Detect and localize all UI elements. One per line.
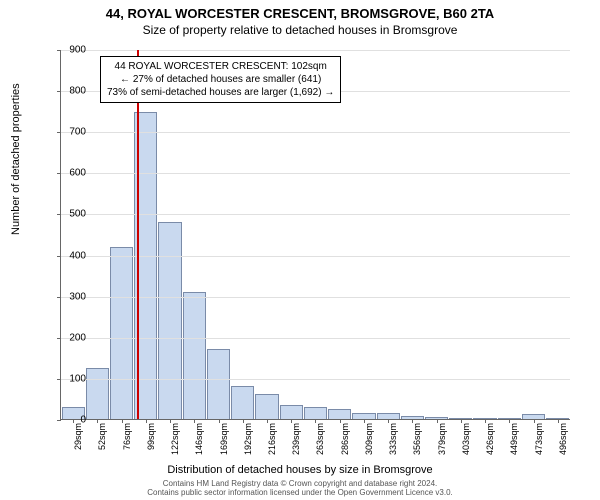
x-tick-label: 239sqm: [291, 423, 301, 455]
property-marker-line: [137, 50, 139, 419]
x-tick-label: 216sqm: [267, 423, 277, 455]
histogram-bar: [86, 368, 109, 419]
footer-line-1: Contains HM Land Registry data © Crown c…: [0, 479, 600, 489]
x-tick-label: 146sqm: [194, 423, 204, 455]
x-tick-label: 449sqm: [509, 423, 519, 455]
page-title: 44, ROYAL WORCESTER CRESCENT, BROMSGROVE…: [0, 6, 600, 21]
y-axis-label: Number of detached properties: [10, 83, 22, 235]
x-tick-label: 52sqm: [97, 423, 107, 450]
annotation-line-3: 73% of semi-detached houses are larger (…: [107, 86, 334, 99]
annotation-box: 44 ROYAL WORCESTER CRESCENT: 102sqm ← 27…: [100, 56, 341, 103]
y-tick-label: 200: [56, 332, 86, 343]
x-tick-label: 286sqm: [340, 423, 350, 455]
annotation-line-2: ← 27% of detached houses are smaller (64…: [107, 73, 334, 86]
histogram-bar: [207, 349, 230, 419]
footer-attribution: Contains HM Land Registry data © Crown c…: [0, 479, 600, 498]
x-tick-label: 426sqm: [485, 423, 495, 455]
y-tick-label: 100: [56, 373, 86, 384]
histogram-bar: [231, 386, 254, 419]
x-tick-label: 356sqm: [412, 423, 422, 455]
x-axis-label: Distribution of detached houses by size …: [0, 464, 600, 476]
x-tick-label: 263sqm: [315, 423, 325, 455]
histogram-chart: 29sqm52sqm76sqm99sqm122sqm146sqm169sqm19…: [60, 50, 570, 420]
page-subtitle: Size of property relative to detached ho…: [0, 23, 600, 37]
histogram-bar: [280, 405, 303, 419]
y-tick-label: 500: [56, 209, 86, 220]
x-tick-label: 29sqm: [73, 423, 83, 450]
x-tick-label: 496sqm: [558, 423, 568, 455]
x-tick-label: 99sqm: [146, 423, 156, 450]
x-tick-label: 309sqm: [364, 423, 374, 455]
x-tick-label: 169sqm: [219, 423, 229, 455]
y-tick-label: 0: [56, 415, 86, 426]
histogram-bar: [158, 222, 181, 419]
histogram-bar: [304, 407, 327, 419]
x-tick-label: 379sqm: [437, 423, 447, 455]
y-tick-label: 300: [56, 291, 86, 302]
y-tick-label: 800: [56, 86, 86, 97]
x-tick-label: 192sqm: [243, 423, 253, 455]
histogram-bar: [183, 292, 206, 419]
x-tick-label: 473sqm: [534, 423, 544, 455]
histogram-bar: [328, 409, 351, 419]
histogram-bar: [110, 247, 133, 419]
annotation-line-1: 44 ROYAL WORCESTER CRESCENT: 102sqm: [107, 60, 334, 73]
y-tick-label: 600: [56, 168, 86, 179]
histogram-bar: [255, 394, 278, 419]
y-tick-label: 900: [56, 45, 86, 56]
x-tick-label: 122sqm: [170, 423, 180, 455]
y-tick-label: 400: [56, 250, 86, 261]
x-tick-label: 403sqm: [461, 423, 471, 455]
x-tick-label: 333sqm: [388, 423, 398, 455]
x-tick-label: 76sqm: [122, 423, 132, 450]
footer-line-2: Contains public sector information licen…: [0, 488, 600, 498]
y-tick-label: 700: [56, 127, 86, 138]
